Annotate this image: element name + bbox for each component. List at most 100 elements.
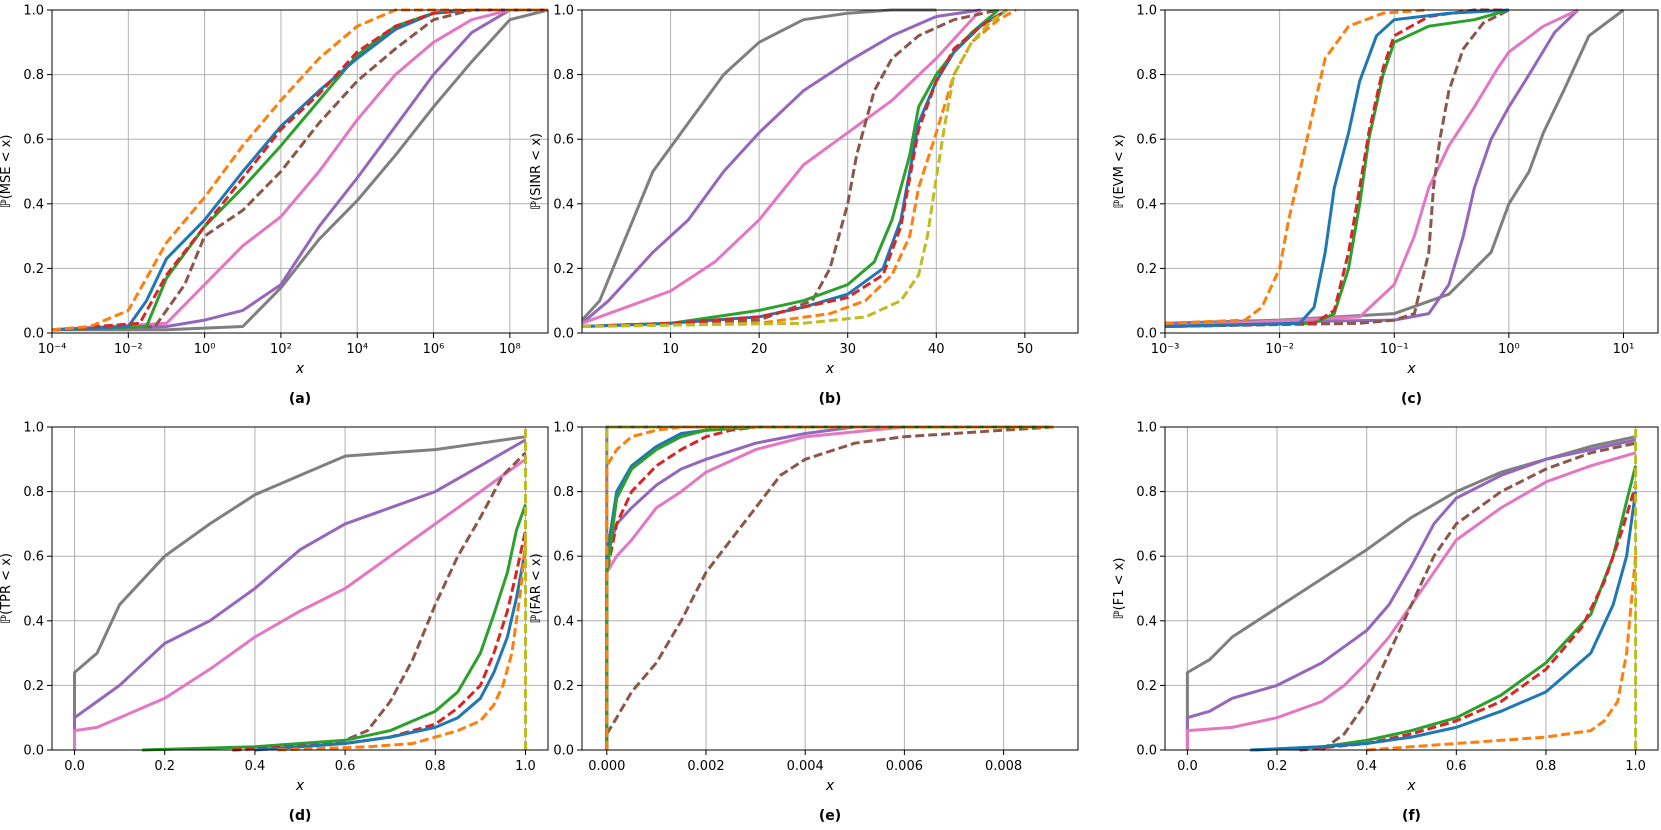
y-tick-label: 0.6 bbox=[23, 133, 44, 148]
x-tick-label: 10⁰ bbox=[1498, 342, 1520, 357]
panel-caption: (f) bbox=[1402, 808, 1421, 824]
series-group bbox=[73, 427, 527, 752]
y-tick-label: 1.0 bbox=[23, 421, 44, 436]
series-line-gray bbox=[52, 8, 549, 332]
plot-frame bbox=[581, 426, 1079, 751]
x-tick-label: 0.4 bbox=[1356, 759, 1377, 774]
y-tick-label: 0.6 bbox=[23, 550, 44, 565]
x-tick-label: 10⁶ bbox=[423, 342, 445, 357]
series-line-purple bbox=[73, 438, 527, 750]
series-line-blue bbox=[581, 8, 1008, 328]
chart-panel-4: 0.0 0.2 0.4 0.6 0.8 1.0 0.0 0.2 0.4 0.6 0.8 1.0 x ℙ(T… bbox=[0, 421, 549, 824]
panel-caption: (a) bbox=[289, 391, 311, 407]
y-tick-label: 1.0 bbox=[1136, 421, 1157, 436]
y-tick-label: 1.0 bbox=[23, 4, 44, 19]
series-line-pink bbox=[581, 8, 982, 325]
y-tick-label: 0.8 bbox=[1136, 485, 1157, 500]
series-line-orange bbox=[1164, 8, 1429, 325]
x-tick-label: 10² bbox=[270, 342, 292, 357]
y-tick-label: 0.8 bbox=[1136, 68, 1157, 83]
x-tick-label: 0.006 bbox=[886, 759, 923, 774]
series-group bbox=[605, 425, 1054, 750]
y-axis-label: ℙ(MSE < x) bbox=[0, 135, 14, 209]
series-line-brown bbox=[232, 451, 527, 752]
x-tick-label: 10⁻² bbox=[1265, 342, 1294, 357]
series-line-gray bbox=[580, 8, 937, 322]
x-axis-label: x bbox=[295, 361, 305, 377]
y-tick-label: 0.8 bbox=[23, 68, 44, 83]
x-tick-label: 20 bbox=[751, 342, 768, 357]
chart-panel-2: 10 20 30 40 50 0.0 0.2 0.4 0.6 0.8 1.0 x ℙ(SINR < x)… bbox=[529, 4, 1079, 407]
y-tick-label: 0.2 bbox=[1136, 679, 1157, 694]
series-group bbox=[1185, 427, 1638, 752]
panel-caption: (c) bbox=[1401, 391, 1422, 407]
plot-frame bbox=[581, 9, 1079, 334]
y-tick-label: 0.4 bbox=[1136, 197, 1157, 212]
y-tick-label: 0.8 bbox=[553, 485, 574, 500]
series-line-orange bbox=[277, 539, 527, 752]
panel-caption: (d) bbox=[289, 808, 312, 824]
series-line-pink bbox=[1185, 451, 1637, 750]
x-tick-label: 10⁻² bbox=[114, 342, 143, 357]
x-tick-label: 0.0 bbox=[64, 759, 85, 774]
series-line-brown bbox=[581, 8, 999, 328]
y-tick-label: 0.4 bbox=[553, 614, 574, 629]
x-tick-label: 0.2 bbox=[154, 759, 175, 774]
plot-frame bbox=[51, 9, 549, 334]
y-axis-label: ℙ(EVM < x) bbox=[1112, 134, 1127, 208]
series-line-red bbox=[51, 8, 548, 332]
series-line-brown bbox=[1164, 8, 1510, 328]
series-line-gray bbox=[1185, 435, 1636, 750]
x-tick-label: 1.0 bbox=[515, 759, 536, 774]
x-tick-label: 10⁻³ bbox=[1151, 342, 1180, 357]
x-tick-label: 0.0 bbox=[1177, 759, 1198, 774]
x-tick-label: 10⁻⁴ bbox=[38, 342, 67, 357]
x-axis-label: x bbox=[825, 778, 835, 794]
x-axis-label: x bbox=[1406, 361, 1416, 377]
series-line-pink bbox=[605, 425, 1054, 750]
series-line-purple bbox=[581, 8, 981, 325]
x-tick-label: 0.000 bbox=[588, 759, 625, 774]
series-line-blue bbox=[1250, 491, 1638, 752]
plot-frame bbox=[1164, 9, 1659, 334]
series-line-blue bbox=[254, 549, 527, 752]
x-tick-label: 10⁰ bbox=[194, 342, 216, 357]
x-tick-label: 1.0 bbox=[1625, 759, 1646, 774]
series-line-red bbox=[1299, 484, 1638, 752]
series-line-purple bbox=[605, 425, 1054, 750]
chart-panel-3: 10⁻³ 10⁻² 10⁻¹ 10⁰ 10¹ 0.0 0.2 0.4 0.6 0.8 1.0 x ℙ(E… bbox=[1112, 4, 1659, 407]
series-group bbox=[1164, 8, 1625, 328]
x-tick-label: 40 bbox=[928, 342, 945, 357]
series-line-green bbox=[142, 504, 527, 752]
y-tick-label: 0.8 bbox=[553, 68, 574, 83]
x-axis-label: x bbox=[295, 778, 305, 794]
series-line-pink bbox=[51, 8, 548, 332]
x-tick-label: 0.8 bbox=[425, 759, 446, 774]
x-axis-label: x bbox=[1406, 778, 1416, 794]
series-group bbox=[580, 8, 1017, 328]
y-tick-label: 0.2 bbox=[23, 679, 44, 694]
series-line-pink bbox=[1164, 8, 1579, 328]
series-line-red bbox=[1164, 8, 1509, 328]
y-tick-label: 0.0 bbox=[23, 744, 44, 759]
y-tick-label: 1.0 bbox=[553, 4, 574, 19]
x-tick-label: 0.6 bbox=[335, 759, 356, 774]
chart-panel-1: 10⁻⁴ 10⁻² 10⁰ 10² 10⁴ 10⁶ 10⁸ 0.0 0.2 0.4 0.6 0.8 1.… bbox=[0, 4, 549, 407]
y-axis-label: ℙ(FAR < x) bbox=[529, 553, 544, 623]
x-tick-label: 0.2 bbox=[1267, 759, 1288, 774]
series-group bbox=[51, 8, 549, 332]
x-tick-label: 0.008 bbox=[985, 759, 1022, 774]
y-tick-label: 0.2 bbox=[23, 262, 44, 277]
x-tick-label: 0.8 bbox=[1536, 759, 1557, 774]
y-tick-label: 0.6 bbox=[553, 550, 574, 565]
x-tick-label: 10⁸ bbox=[499, 342, 521, 357]
series-line-blue bbox=[1164, 8, 1509, 328]
chart-panel-6: 0.0 0.2 0.4 0.6 0.8 1.0 0.0 0.2 0.4 0.6 0.8 1.0 x ℙ(F… bbox=[1112, 421, 1659, 824]
y-tick-label: 0.2 bbox=[553, 262, 574, 277]
x-tick-label: 0.4 bbox=[245, 759, 266, 774]
series-line-brown bbox=[1321, 441, 1636, 752]
y-tick-label: 0.4 bbox=[23, 614, 44, 629]
y-tick-label: 0.6 bbox=[1136, 550, 1157, 565]
series-line-pink bbox=[73, 458, 527, 750]
